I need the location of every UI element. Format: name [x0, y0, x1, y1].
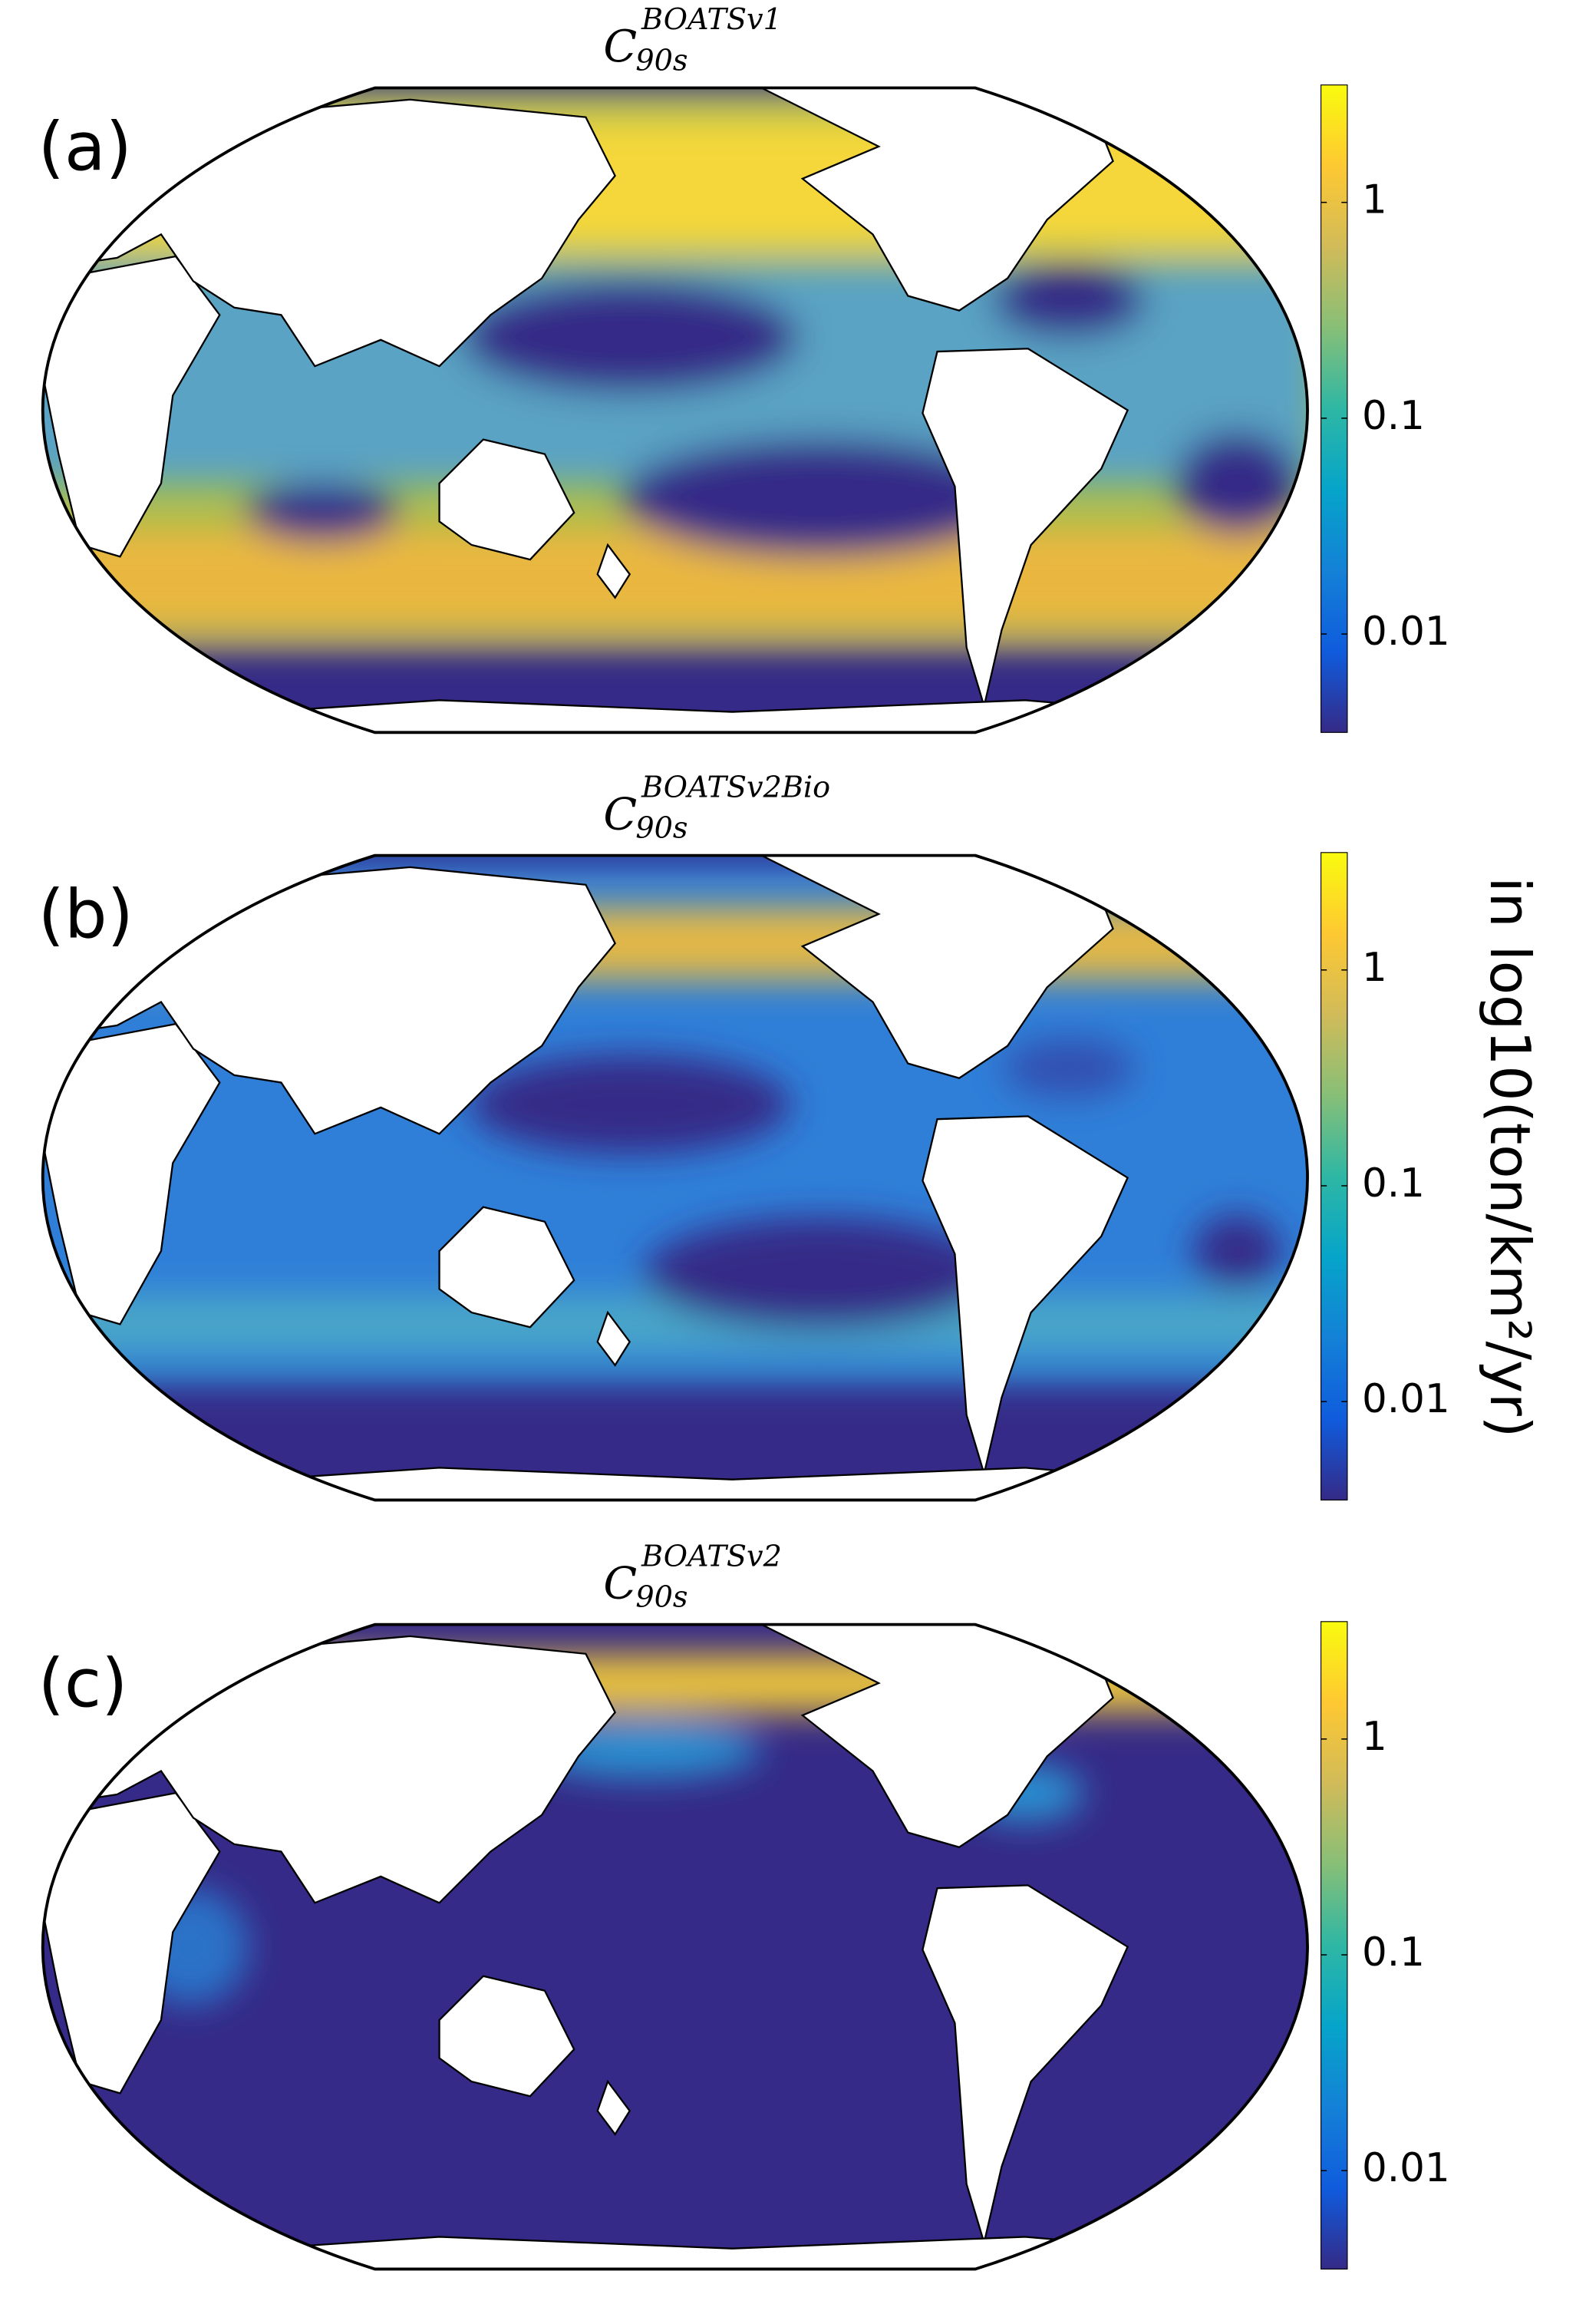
colorbar-tick-label: 1 — [1362, 1714, 1387, 1760]
panel-label: (a) — [38, 107, 132, 186]
colorbar-tick-label: 1 — [1362, 177, 1387, 223]
colorbar-tick-label: 0.01 — [1362, 609, 1450, 655]
map-outline — [41, 1623, 1309, 2271]
colorbar-tick-label: 0.01 — [1362, 2145, 1450, 2191]
colorbar — [1320, 852, 1348, 1500]
title-base: C — [603, 1557, 637, 1609]
colorbar-label: in log10(ton/km²/yr) — [1477, 876, 1541, 1438]
title-base: C — [603, 788, 637, 840]
colorbar-tick-label: 0.1 — [1362, 1930, 1425, 1976]
title-subscript: 90s — [635, 812, 687, 846]
title-superscript: BOATSv2Bio — [641, 771, 830, 804]
title-superscript: BOATSv2 — [641, 1540, 782, 1573]
colorbar — [1320, 84, 1348, 733]
panel-label: (b) — [38, 876, 134, 954]
colorbar-tick-label: 1 — [1362, 945, 1387, 991]
map-outline — [41, 853, 1309, 1502]
colorbar-tick-label: 0.01 — [1362, 1376, 1450, 1422]
title-base: C — [603, 21, 637, 72]
title-subscript: 90s — [635, 45, 687, 78]
colorbar-tick-label: 0.1 — [1362, 393, 1425, 439]
title-subscript: 90s — [635, 1581, 687, 1615]
map-outline — [41, 86, 1309, 735]
colorbar-tick-label: 0.1 — [1362, 1160, 1425, 1207]
colorbar — [1320, 1621, 1348, 2270]
panel-label: (c) — [38, 1645, 128, 1723]
title-superscript: BOATSv1 — [641, 3, 782, 37]
